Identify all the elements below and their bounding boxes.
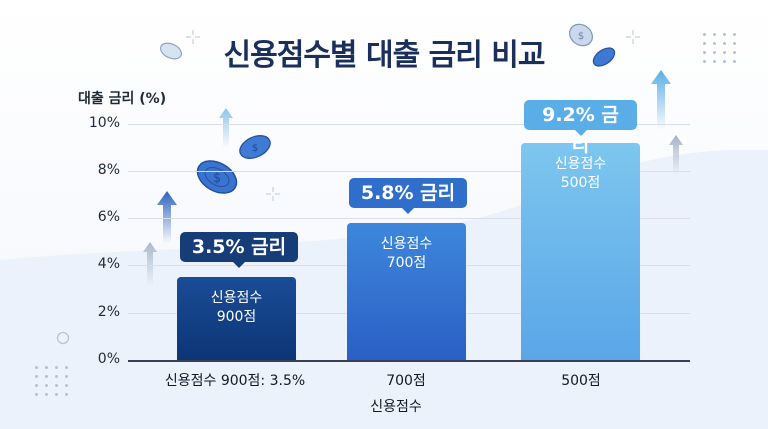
y-tick-10: 10%	[88, 115, 120, 131]
coin-icon	[592, 47, 616, 67]
bar-900[interactable]: 신용점수 900점	[177, 277, 296, 360]
dollar-coin-icon: $	[196, 160, 238, 194]
gridline	[128, 171, 690, 172]
x-tick-700: 700점	[386, 373, 426, 389]
x-tick-900: 신용점수 900점: 3.5%	[164, 373, 306, 389]
y-tick-8: 8%	[97, 162, 120, 178]
dot-grid	[703, 33, 737, 63]
x-axis-title: 신용점수	[370, 399, 422, 415]
y-tick-4: 4%	[97, 256, 120, 272]
sparkle-icon	[186, 30, 200, 44]
bar-label-line1: 신용점수	[210, 290, 263, 306]
value-callout-500: 9.2% 금리	[524, 100, 637, 156]
y-tick-2: 2%	[97, 304, 120, 320]
circle-outline-icon	[56, 331, 70, 345]
coin-icon	[160, 42, 182, 60]
svg-text:$: $	[578, 31, 584, 42]
bar-500[interactable]: 신용점수 500점	[521, 143, 640, 360]
value-callout-700: 5.8% 금리	[349, 178, 467, 214]
dollar-coin-icon: $	[569, 23, 593, 47]
sparkle-icon	[626, 30, 640, 44]
bar-label-line2: 500점	[560, 175, 601, 191]
y-tick-0: 0%	[97, 351, 120, 367]
up-arrow-icon	[157, 191, 177, 243]
svg-text:$: $	[252, 143, 258, 154]
y-tick-6: 6%	[97, 209, 120, 225]
x-tick-500: 500점	[561, 373, 601, 389]
bar-label-line1: 신용점수	[380, 236, 433, 252]
up-arrow-icon	[669, 135, 683, 175]
gridline	[128, 124, 690, 125]
up-arrow-icon	[651, 70, 671, 130]
gridline	[128, 218, 690, 219]
bar-label-line2: 900점	[216, 309, 257, 325]
bar-700[interactable]: 신용점수 700점	[347, 223, 466, 360]
chart-title: 신용점수별 대출 금리 비교	[223, 38, 546, 73]
value-callout-900: 3.5% 금리	[180, 232, 298, 268]
dot-grid	[35, 366, 69, 396]
y-axis-label: 대출 금리 (%)	[78, 91, 167, 107]
up-arrow-icon	[143, 242, 157, 286]
up-arrow-icon	[219, 108, 233, 148]
sparkle-icon	[266, 187, 280, 201]
dollar-coin-icon: $	[239, 135, 271, 159]
svg-text:$: $	[213, 171, 221, 186]
x-axis-line	[128, 360, 690, 362]
bar-label-line1: 신용점수	[554, 156, 607, 172]
bar-label-line2: 700점	[386, 255, 427, 271]
